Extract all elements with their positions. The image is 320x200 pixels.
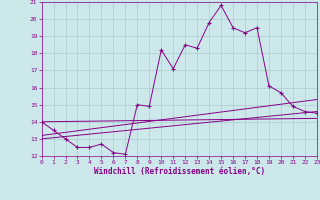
X-axis label: Windchill (Refroidissement éolien,°C): Windchill (Refroidissement éolien,°C) xyxy=(94,167,265,176)
